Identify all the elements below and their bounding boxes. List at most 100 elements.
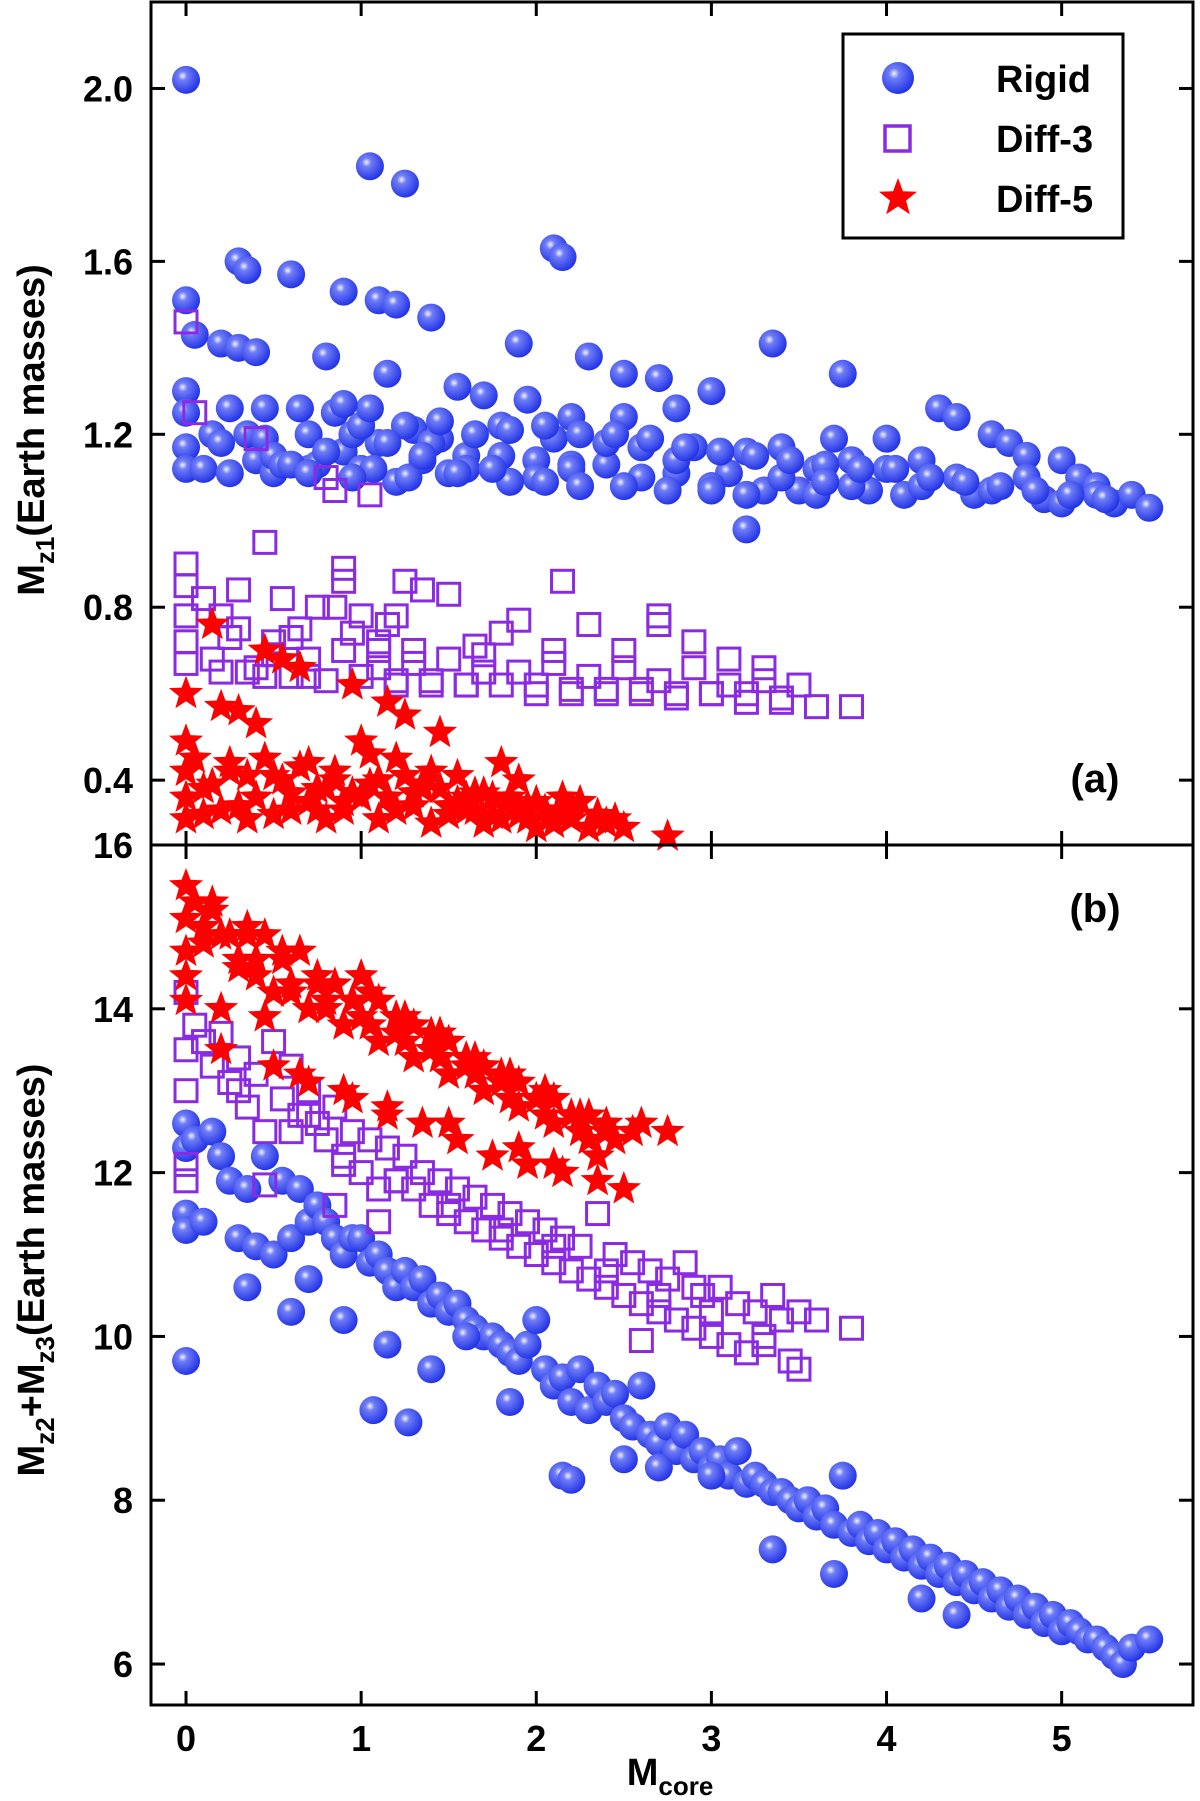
diff-3-point xyxy=(383,668,409,694)
diff-3-point xyxy=(357,1127,383,1153)
rigid-point xyxy=(294,1265,323,1294)
diff-3-point xyxy=(331,1143,357,1169)
diff-5-point xyxy=(536,1146,571,1179)
diff-5-point xyxy=(265,933,300,966)
rigid-point xyxy=(531,467,560,496)
rigid-point xyxy=(697,377,726,406)
panel-b-yticks: 6 8 10 12 14 16 xyxy=(93,825,1193,1685)
diff-5-point xyxy=(256,974,291,1007)
diff-3-point xyxy=(611,637,637,663)
diff-3-point xyxy=(322,1192,348,1218)
rigid-point xyxy=(215,459,244,488)
diff-3-point xyxy=(541,650,567,676)
diff-5-point xyxy=(230,757,265,791)
diff-5-point xyxy=(492,783,528,817)
diff-3-point xyxy=(471,1217,497,1243)
diff-3-point xyxy=(681,629,707,655)
panel-a-ylabel-main: M xyxy=(11,564,53,596)
diff-5-point xyxy=(274,792,309,825)
panel-a-label: (a) xyxy=(1071,757,1120,801)
legend-rigid-label: Rigid xyxy=(996,59,1091,101)
rigid-point xyxy=(443,372,472,401)
diff-3-point xyxy=(751,668,777,694)
rigid-point xyxy=(294,459,323,488)
diff-5-point xyxy=(221,949,256,983)
diff-5-point xyxy=(361,762,396,795)
diff-5-point xyxy=(431,1056,466,1089)
diff-5-point xyxy=(168,982,204,1016)
diff-3-point xyxy=(427,1168,453,1194)
diff-5-point xyxy=(291,1064,326,1098)
diff-5-point xyxy=(317,762,352,795)
diff-3-point xyxy=(725,1291,751,1317)
rigid-point xyxy=(250,1142,279,1171)
diff-3-point xyxy=(313,1127,339,1153)
rigid-point xyxy=(566,472,595,501)
rigid-point xyxy=(242,338,271,367)
panel-a: 0.40.81.21.62.0 (a) Rigid Diff-3 Diff-5 … xyxy=(11,0,1195,851)
diff-3-point xyxy=(523,672,549,698)
diff-3-point xyxy=(803,1307,829,1333)
diff-5-point xyxy=(370,1089,405,1122)
diff-5-point xyxy=(545,792,580,825)
diff-5-point xyxy=(379,740,414,774)
diff-5-point xyxy=(247,917,282,950)
diff-3-point xyxy=(593,676,619,702)
diff-5-point xyxy=(282,1056,317,1089)
diff-3-point xyxy=(322,478,348,504)
rigid-point xyxy=(671,1420,700,1449)
diff-5-point xyxy=(501,1064,536,1098)
diff-5-point xyxy=(370,684,405,717)
ytick-label: 0.8 xyxy=(83,587,133,628)
rigid-point xyxy=(819,1559,848,1588)
rigid-point xyxy=(653,476,682,505)
diff-3-point xyxy=(558,676,584,702)
diff-5-point xyxy=(344,999,379,1032)
xtick-label: 2 xyxy=(526,1718,546,1759)
ytick-label: 14 xyxy=(93,989,133,1030)
diff-5-point xyxy=(274,966,309,999)
diff-3-point xyxy=(576,1266,602,1292)
rigid-point xyxy=(697,1461,726,1490)
diff-3-point xyxy=(173,1151,199,1177)
ytick-label: 8 xyxy=(113,1480,133,1521)
rigid-point xyxy=(566,1355,595,1384)
diff-5-point xyxy=(361,801,396,834)
diff-5-point xyxy=(484,1064,519,1098)
rigid-point xyxy=(1091,485,1120,514)
diff-3-point xyxy=(296,1102,322,1128)
diff-5-point xyxy=(571,1121,606,1155)
rigid-point xyxy=(394,463,423,492)
diff-5-point xyxy=(186,925,221,958)
diff-3-point xyxy=(611,1282,637,1308)
diff-5-point xyxy=(282,749,317,782)
legend-rigid-marker xyxy=(882,62,914,94)
diff-3-point xyxy=(339,1119,365,1145)
diff-5-point xyxy=(536,1105,571,1138)
diff-3-point xyxy=(173,1078,199,1104)
diff-3-point xyxy=(234,659,260,685)
diff-5-point xyxy=(598,1121,633,1155)
diff-5-point xyxy=(265,641,300,674)
rigid-point xyxy=(496,1387,525,1416)
diff-5-point xyxy=(239,941,274,975)
diff-5-point xyxy=(265,762,300,795)
rigid-point xyxy=(504,329,533,358)
diff-3-point xyxy=(331,555,357,581)
ytick-label: 12 xyxy=(93,1153,133,1194)
diff-3-point xyxy=(567,1233,593,1259)
rigid-point xyxy=(189,1207,218,1236)
diff-3-point xyxy=(523,1242,549,1268)
diff-5-point xyxy=(326,792,361,825)
rigid-point xyxy=(417,303,446,332)
rigid-point xyxy=(1012,441,1041,470)
diff-3-point xyxy=(243,655,269,681)
panel-a-yticks: 0.4 0.8 1.2 1.6 2.0 xyxy=(83,2,1193,845)
rigid-point xyxy=(592,450,621,479)
rigid-point xyxy=(513,385,542,414)
diff-3-point xyxy=(628,1291,654,1317)
diff-5-point xyxy=(344,723,379,756)
diff-5-point xyxy=(606,809,641,843)
diff-3-point xyxy=(506,1233,532,1259)
diff-5-point xyxy=(554,801,589,834)
